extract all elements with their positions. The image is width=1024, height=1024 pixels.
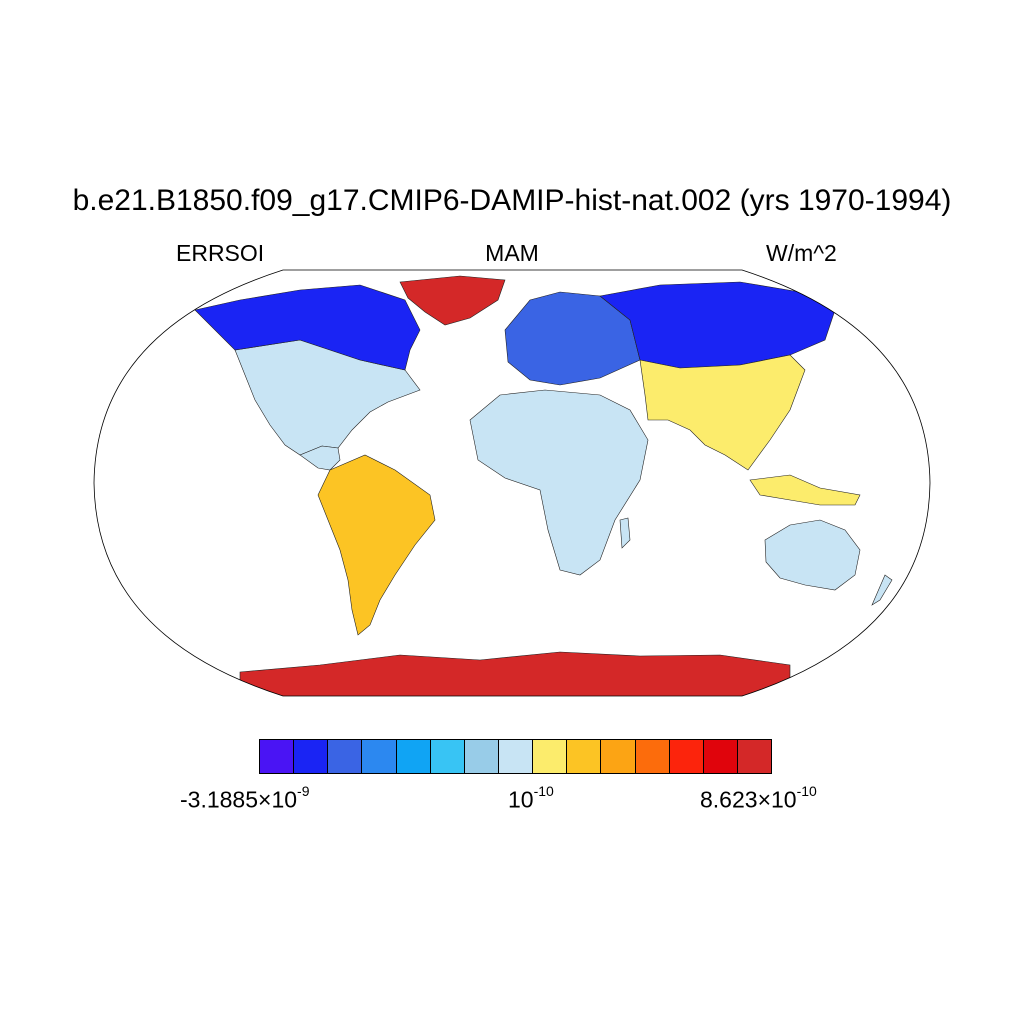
variable-label: ERRSOI [176,240,265,266]
africa [469,389,649,576]
colorbar-swatch [498,740,534,773]
colorbar-swatch [601,740,636,773]
colorbar-swatch [328,740,363,773]
colorbar-swatch [669,740,704,773]
greenland [399,275,506,326]
colorbar-mid-label: 10-10 [508,783,554,813]
colorbar-swatch [294,740,329,773]
colorbar-swatch [362,740,397,773]
colorbar-swatch [737,740,772,773]
central-america [299,445,341,471]
colorbar-swatch [533,740,568,773]
map-outline [93,269,931,697]
colorbar-swatch [703,740,738,773]
colorbar-max-label: 8.623×10-10 [700,783,817,813]
new-zealand [871,574,893,606]
plot-title: b.e21.B1850.f09_g17.CMIP6-DAMIP-hist-nat… [72,184,952,217]
southeast-asia [749,474,861,506]
colorbar-swatch [396,740,431,773]
south-america [317,454,436,636]
antarctica [239,651,791,696]
colorbar [259,739,772,774]
north-america-north [194,284,421,371]
colorbar-swatch [260,740,295,773]
units-label: W/m^2 [766,240,837,266]
northern-asia [599,281,836,369]
colorbar-min-label: -3.1885×10-9 [180,783,310,813]
colorbar-swatch [430,740,465,773]
colorbar-swatch [464,740,499,773]
madagascar [619,517,631,549]
season-label: MAM [485,240,539,266]
australia [764,519,861,591]
colorbar-swatch [567,740,602,773]
southern-asia [639,354,806,471]
colorbar-swatch [635,740,670,773]
